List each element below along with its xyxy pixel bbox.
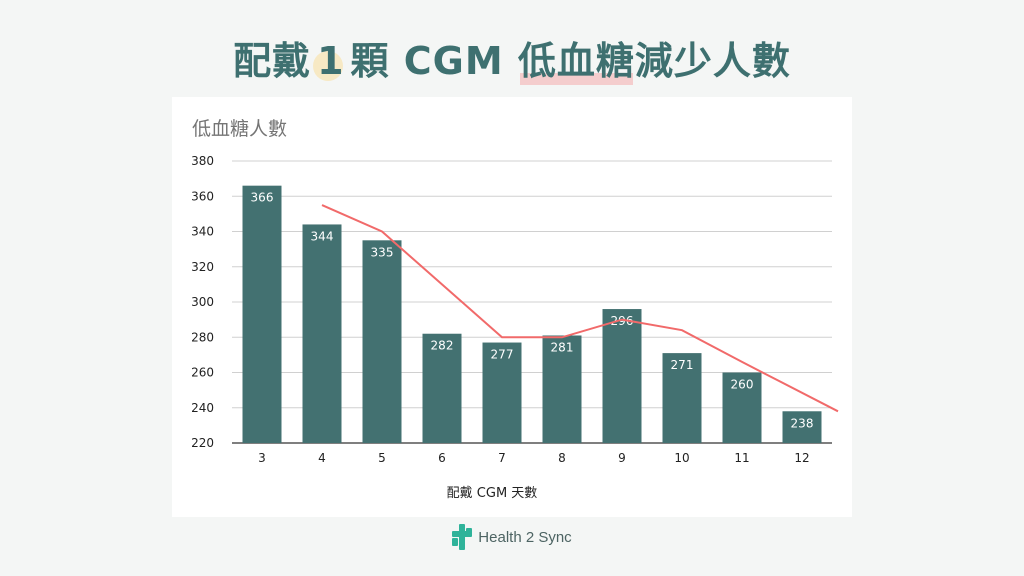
x-tick-label: 10 — [674, 451, 689, 465]
bar-value-label: 335 — [371, 245, 394, 259]
bar — [782, 411, 822, 443]
x-tick-label: 6 — [438, 451, 446, 465]
y-tick-label: 340 — [191, 225, 214, 239]
bar-value-label: 344 — [311, 229, 334, 243]
footer: Health 2 Sync — [0, 524, 1024, 554]
bar — [482, 342, 522, 443]
bar — [422, 333, 462, 443]
x-axis-title: 配戴 CGM 天數 — [447, 486, 538, 501]
y-tick-label: 380 — [191, 154, 214, 168]
bar-value-label: 296 — [611, 314, 634, 328]
y-tick-label: 300 — [191, 295, 214, 309]
title-part3: 減少人數 — [634, 39, 791, 83]
x-tick-label: 5 — [378, 451, 386, 465]
title-part2: 顆 CGM — [350, 39, 504, 83]
y-tick-label: 260 — [191, 366, 214, 380]
bar-value-label: 277 — [491, 348, 514, 362]
chart-card: 低血糖人數 220 240 260 280 300 320 340 360 380 366 344… — [172, 97, 852, 517]
brand-logo: Health 2 Sync — [452, 524, 572, 550]
bar — [362, 240, 402, 443]
bar-value-label: 282 — [431, 339, 454, 353]
page-title-wrap: 配戴 1 顆 CGM 低血糖減少人數 — [0, 30, 1024, 85]
brand-name: Health 2 Sync — [478, 528, 572, 546]
x-tick-label: 8 — [558, 451, 566, 465]
x-tick-label: 4 — [318, 451, 326, 465]
bar-value-label: 271 — [671, 358, 694, 372]
bar — [602, 309, 642, 443]
page-title: 配戴 1 顆 CGM 低血糖減少人數 — [233, 30, 791, 85]
bar — [242, 185, 282, 444]
y-tick-label: 240 — [191, 401, 214, 415]
title-part1: 配戴 — [233, 39, 312, 83]
bar — [302, 224, 342, 443]
y-tick-label: 220 — [191, 436, 214, 450]
x-tick-label: 7 — [498, 451, 506, 465]
x-tick-label: 3 — [258, 451, 266, 465]
title-number: 1 — [311, 39, 350, 83]
title-highlight: 低血糖 — [518, 30, 635, 85]
trend-line — [321, 204, 839, 413]
bar-value-label: 366 — [251, 191, 274, 205]
y-tick-label: 280 — [191, 330, 214, 344]
x-tick-label: 12 — [794, 451, 809, 465]
y-axis-ticks: 220 240 260 280 300 320 340 360 380 — [191, 154, 214, 450]
x-tick-label: 11 — [734, 451, 749, 465]
bar-value-label: 281 — [551, 340, 574, 354]
bar — [722, 372, 762, 443]
bar-value-label: 238 — [791, 416, 814, 430]
chart-title: 低血糖人數 — [192, 118, 287, 140]
y-tick-label: 360 — [191, 189, 214, 203]
chart-bars: 366 344 335 282 277 281 296 271 260 238 — [242, 185, 822, 444]
bar-value-label: 260 — [731, 378, 754, 392]
health2sync-logo-icon — [452, 524, 473, 550]
y-tick-label: 320 — [191, 260, 214, 274]
x-tick-label: 9 — [618, 451, 626, 465]
bar — [542, 335, 582, 443]
x-axis-ticks: 3 4 5 6 7 8 9 10 11 12 — [258, 451, 809, 465]
bar-chart: 低血糖人數 220 240 260 280 300 320 340 360 380 366 344… — [191, 118, 839, 501]
bar — [662, 353, 702, 443]
